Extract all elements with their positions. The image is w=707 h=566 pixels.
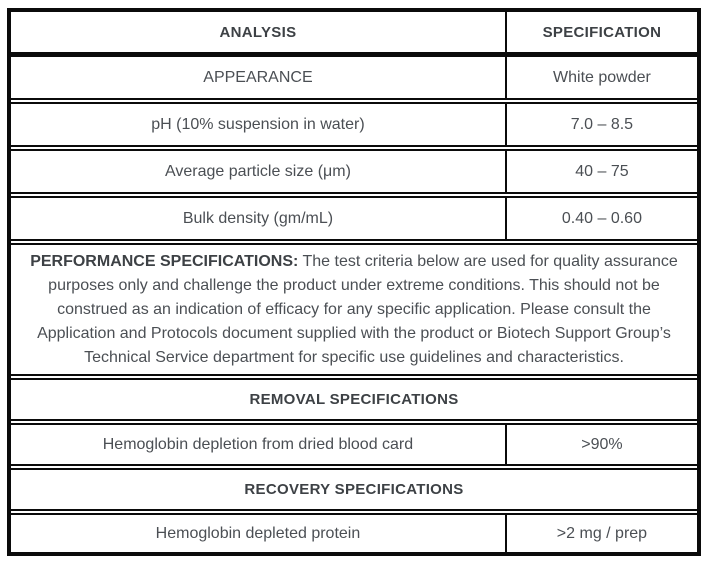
specification-cell: White powder xyxy=(504,57,697,98)
table-row-depleted-protein: Hemoglobin depleted protein >2 mg / prep xyxy=(11,515,697,552)
row-divider xyxy=(11,145,697,151)
analysis-cell: pH (10% suspension in water) xyxy=(151,115,365,133)
analysis-cell: Bulk density (gm/mL) xyxy=(182,209,334,227)
analysis-cell: Hemoglobin depleted protein xyxy=(155,524,361,542)
specification-cell: >90% xyxy=(504,425,697,464)
row-divider xyxy=(11,192,697,198)
row-divider xyxy=(11,98,697,104)
table-row-appearance: APPEARANCE White powder xyxy=(11,57,697,98)
specification-table: ANALYSIS SPECIFICATION APPEARANCE White … xyxy=(7,8,701,556)
performance-note-body: The test criteria below are used for qua… xyxy=(37,252,678,366)
table-row-bulk-density: Bulk density (gm/mL) 0.40 – 0.60 xyxy=(11,198,697,239)
specification-cell: 0.40 – 0.60 xyxy=(504,198,697,239)
specification-cell: 40 – 75 xyxy=(504,151,697,192)
row-divider xyxy=(11,374,697,380)
row-divider xyxy=(11,509,697,515)
column-header-analysis: ANALYSIS xyxy=(219,23,297,41)
section-title-recovery: RECOVERY SPECIFICATIONS xyxy=(244,481,464,498)
row-divider xyxy=(11,464,697,470)
table-row-hemoglobin-depletion: Hemoglobin depletion from dried blood ca… xyxy=(11,425,697,464)
column-header-specification: SPECIFICATION xyxy=(504,12,697,52)
performance-note-block: PERFORMANCE SPECIFICATIONS: The test cri… xyxy=(11,245,697,374)
analysis-cell: Hemoglobin depletion from dried blood ca… xyxy=(102,435,414,453)
specification-cell: >2 mg / prep xyxy=(504,515,697,552)
row-divider xyxy=(11,239,697,245)
performance-note-text: PERFORMANCE SPECIFICATIONS: The test cri… xyxy=(21,250,687,370)
analysis-cell: APPEARANCE xyxy=(203,68,313,86)
specification-cell: 7.0 – 8.5 xyxy=(504,104,697,145)
analysis-cell: Average particle size (μm) xyxy=(165,162,351,180)
performance-note-label: PERFORMANCE SPECIFICATIONS: xyxy=(30,252,299,270)
section-title-removal: REMOVAL SPECIFICATIONS xyxy=(249,391,459,408)
table-row-ph: pH (10% suspension in water) 7.0 – 8.5 xyxy=(11,104,697,145)
row-divider xyxy=(11,419,697,425)
table-header-row: ANALYSIS SPECIFICATION xyxy=(11,12,697,52)
header-divider xyxy=(11,52,697,57)
table-row-particle-size: Average particle size (μm) 40 – 75 xyxy=(11,151,697,192)
